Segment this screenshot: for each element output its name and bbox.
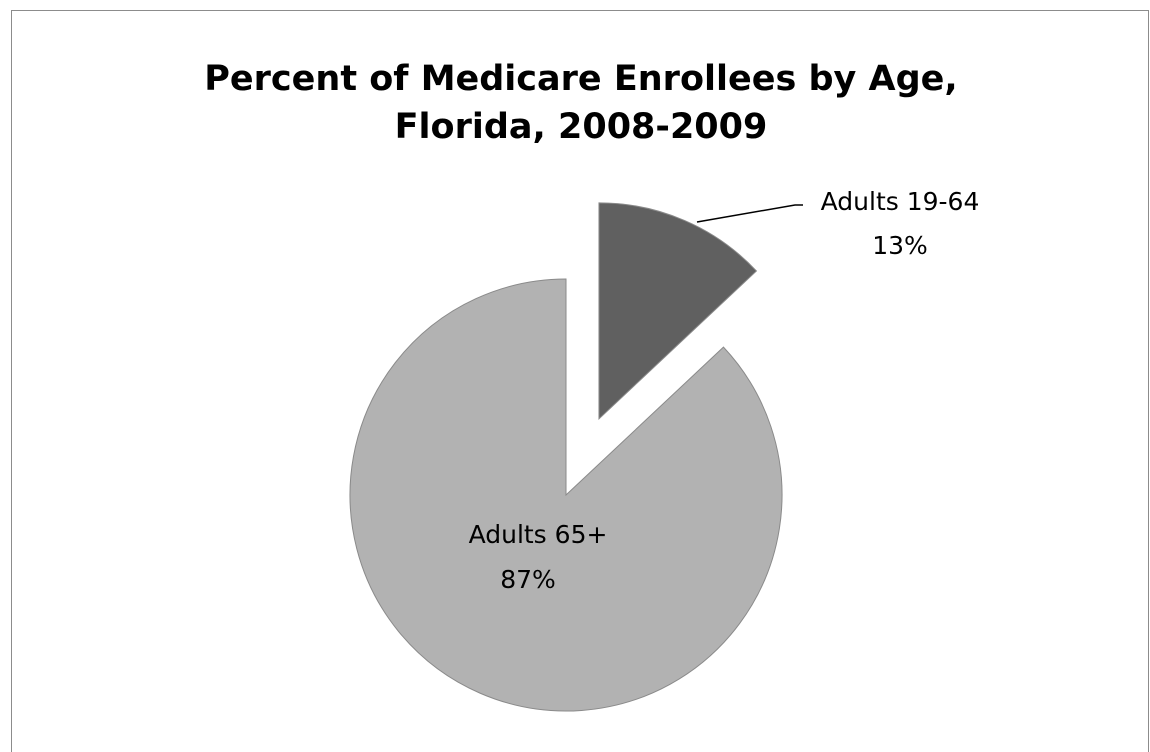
pie-slice-adults-65 <box>349 278 783 712</box>
data-label-value-adults-19-64: 13% <box>872 231 928 260</box>
chart-title-line-2: Florida, 2008-2009 <box>394 107 768 147</box>
data-label-name-adults-65: Adults 65+ <box>469 520 608 549</box>
leader-line-adults-19-64 <box>696 204 803 223</box>
chart-title: Percent of Medicare Enrollees by Age, Fl… <box>12 55 1150 151</box>
data-label-value-adults-65: 87% <box>500 565 556 594</box>
pie-slice-adults-19-64 <box>598 202 758 420</box>
data-label-name-adults-19-64: Adults 19-64 <box>821 187 980 216</box>
chart-title-line-1: Percent of Medicare Enrollees by Age, <box>204 59 958 99</box>
